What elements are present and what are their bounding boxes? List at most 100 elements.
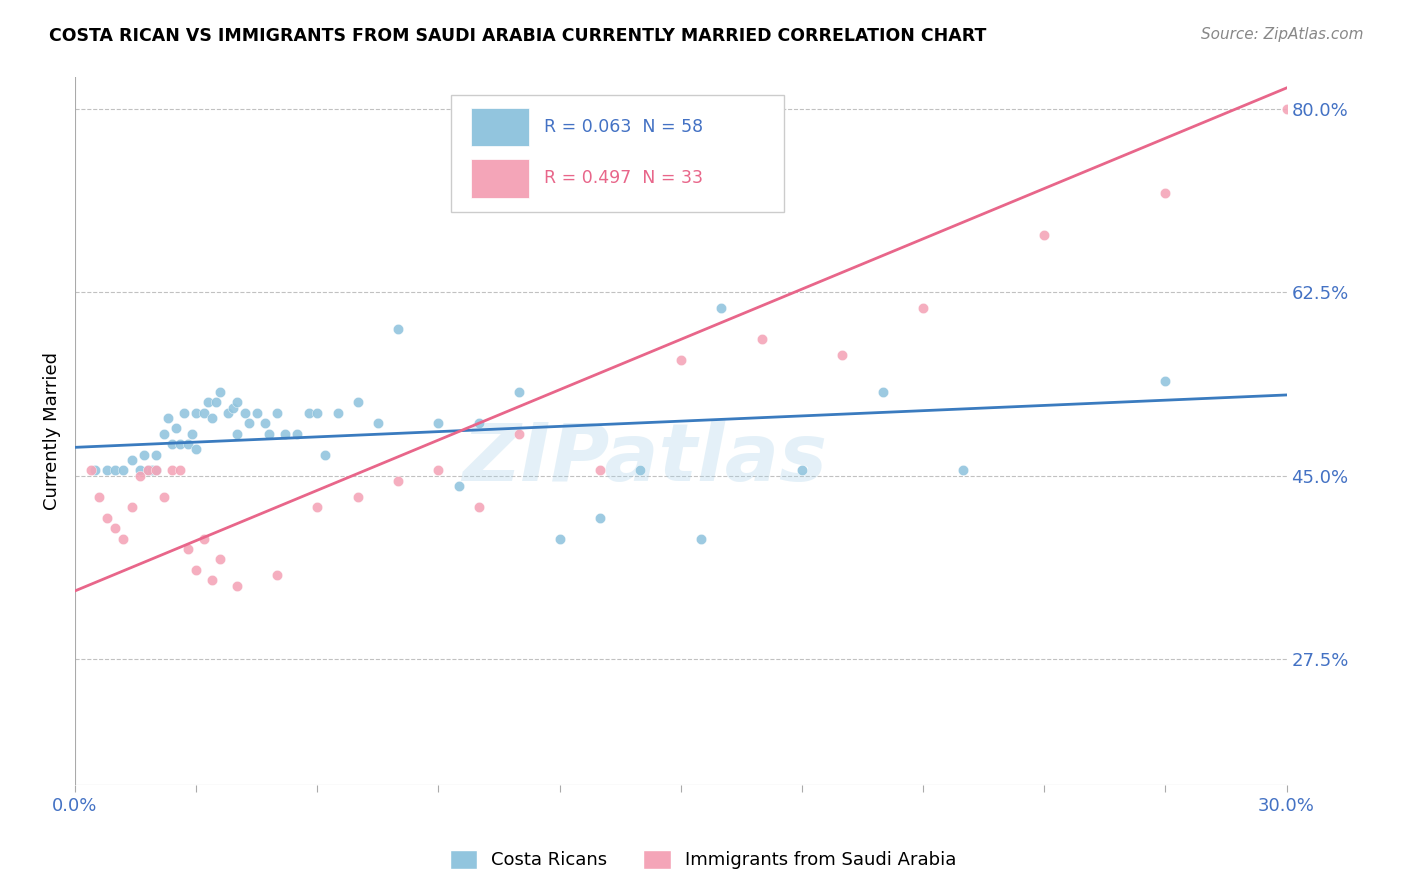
Point (298, 406, 321, 420)
Point (508, 384, 530, 399)
Point (218, 406, 240, 420)
Point (346, 490, 368, 504)
Point (225, 579, 247, 593)
Point (367, 416, 389, 430)
Point (387, 474, 409, 488)
Point (912, 301, 935, 315)
Point (193, 406, 215, 420)
Point (80, 463, 103, 477)
Point (1154, 186, 1177, 200)
Y-axis label: Currently Married: Currently Married (44, 352, 60, 510)
Point (246, 406, 269, 420)
Point (427, 416, 450, 430)
Point (121, 453, 143, 467)
Point (669, 353, 692, 368)
Point (209, 552, 232, 566)
FancyBboxPatch shape (450, 95, 783, 211)
Point (508, 426, 530, 441)
Point (128, 463, 150, 477)
Point (628, 463, 651, 477)
Bar (471, 108, 529, 146)
Point (307, 406, 329, 420)
Point (387, 322, 409, 336)
Point (201, 411, 224, 425)
Point (156, 411, 179, 425)
Point (186, 563, 208, 577)
Point (104, 521, 127, 535)
Point (121, 500, 143, 514)
Point (274, 426, 297, 441)
Point (153, 426, 176, 441)
Point (1154, 374, 1177, 388)
Point (197, 395, 219, 409)
Point (233, 406, 256, 420)
Point (548, 532, 571, 546)
Point (145, 448, 167, 462)
Point (266, 568, 288, 582)
Point (1033, 227, 1056, 242)
Point (160, 437, 183, 451)
Point (225, 395, 247, 409)
Text: R = 0.063  N = 58: R = 0.063 N = 58 (544, 118, 703, 136)
Point (285, 426, 308, 441)
Point (326, 406, 349, 420)
Point (145, 463, 167, 477)
Point (201, 574, 224, 588)
Legend: Costa Ricans, Immigrants from Saudi Arabia: Costa Ricans, Immigrants from Saudi Arab… (440, 841, 966, 879)
Point (221, 401, 243, 415)
Text: Source: ZipAtlas.com: Source: ZipAtlas.com (1201, 27, 1364, 42)
Point (589, 510, 612, 524)
Point (169, 463, 191, 477)
Point (136, 463, 159, 477)
Point (84, 463, 107, 477)
Point (1275, 102, 1298, 116)
Text: ZIPatlas: ZIPatlas (463, 420, 827, 499)
Point (186, 442, 208, 457)
Point (132, 448, 155, 462)
Point (790, 463, 813, 477)
Point (153, 490, 176, 504)
Point (112, 463, 135, 477)
Point (253, 416, 276, 430)
Text: COSTA RICAN VS IMMIGRANTS FROM SAUDI ARABIA CURRENTLY MARRIED CORRELATION CHART: COSTA RICAN VS IMMIGRANTS FROM SAUDI ARA… (49, 27, 987, 45)
Point (160, 463, 183, 477)
Point (468, 500, 491, 514)
Point (447, 479, 470, 493)
Point (193, 532, 215, 546)
Point (177, 541, 200, 556)
Point (205, 395, 228, 409)
Point (751, 333, 773, 347)
Point (141, 463, 163, 477)
Point (710, 301, 733, 315)
Point (872, 384, 894, 399)
Point (690, 532, 713, 546)
Point (346, 395, 368, 409)
Point (96, 463, 118, 477)
Point (266, 406, 288, 420)
Point (186, 406, 208, 420)
Point (225, 426, 247, 441)
Point (112, 532, 135, 546)
Point (307, 500, 329, 514)
Point (128, 468, 150, 483)
Point (952, 463, 974, 477)
Point (177, 437, 200, 451)
Point (165, 421, 187, 435)
Point (314, 448, 336, 462)
Point (89, 490, 111, 504)
Point (173, 406, 195, 420)
Point (181, 426, 204, 441)
Point (209, 384, 232, 399)
Point (831, 348, 853, 362)
Point (169, 437, 191, 451)
Point (96, 510, 118, 524)
Point (104, 463, 127, 477)
Point (468, 416, 491, 430)
Text: R = 0.497  N = 33: R = 0.497 N = 33 (544, 169, 703, 187)
Point (136, 463, 159, 477)
Point (145, 463, 167, 477)
Bar (471, 159, 529, 198)
Point (589, 463, 612, 477)
Point (427, 463, 450, 477)
Point (257, 426, 280, 441)
